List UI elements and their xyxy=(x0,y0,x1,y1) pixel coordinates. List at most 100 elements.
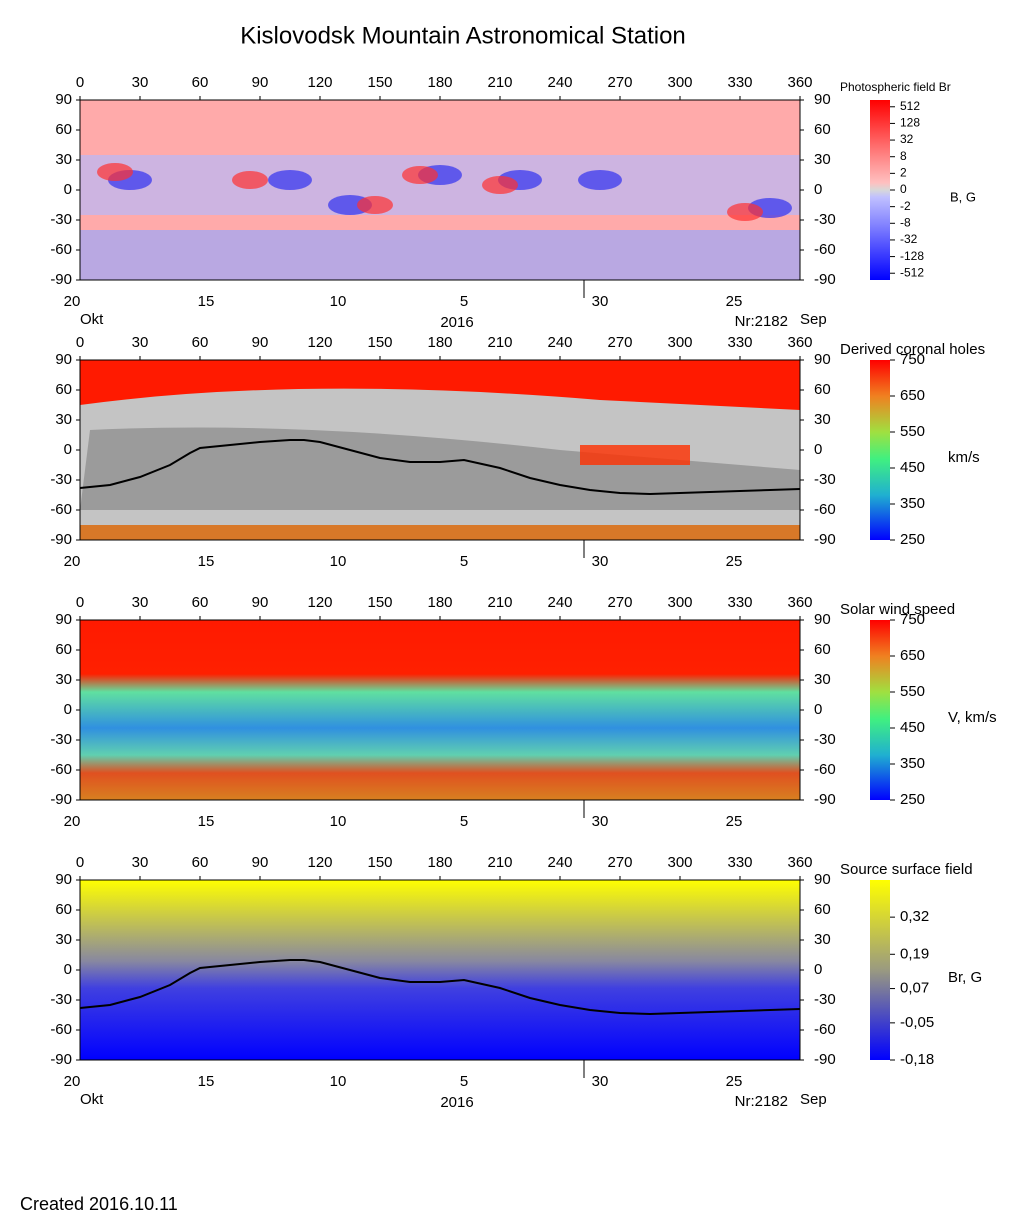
map-image xyxy=(97,163,133,181)
date-label: 15 xyxy=(198,293,215,310)
colorbar-tick-label: -2 xyxy=(900,199,911,213)
y-tick-label: 30 xyxy=(814,151,831,168)
y-tick-label: 60 xyxy=(814,641,831,658)
y-tick-label: 60 xyxy=(55,381,72,398)
y-tick-label: 0 xyxy=(814,441,822,458)
x-tick-label: 150 xyxy=(367,854,392,871)
x-tick-label: 360 xyxy=(787,854,812,871)
map-image xyxy=(80,620,800,800)
y-tick-label: -60 xyxy=(50,761,72,778)
y-tick-label: -30 xyxy=(50,211,72,228)
x-tick-label: 210 xyxy=(487,74,512,91)
y-tick-label: -60 xyxy=(814,761,836,778)
page-title: Kislovodsk Mountain Astronomical Station xyxy=(240,22,686,49)
colorbar-tick-label: 450 xyxy=(900,459,925,476)
x-tick-label: 330 xyxy=(727,854,752,871)
y-tick-label: -90 xyxy=(814,271,836,288)
x-tick-label: 30 xyxy=(132,74,149,91)
x-tick-label: 90 xyxy=(252,334,269,351)
map-image xyxy=(580,445,690,465)
date-label: 20 xyxy=(64,553,81,570)
date-label: 15 xyxy=(198,813,215,830)
colorbar-tick-label: -8 xyxy=(900,215,911,229)
y-tick-label: -90 xyxy=(814,1051,836,1068)
date-label: 30 xyxy=(592,1073,609,1090)
x-tick-label: 90 xyxy=(252,594,269,611)
y-tick-label: -30 xyxy=(814,471,836,488)
x-tick-label: 120 xyxy=(307,74,332,91)
rotation-label: Nr:2182 xyxy=(735,313,788,330)
map-image xyxy=(578,170,622,190)
x-tick-label: 270 xyxy=(607,854,632,871)
colorbar-tick-label: 2 xyxy=(900,166,907,180)
x-tick-label: 120 xyxy=(307,854,332,871)
x-tick-label: 30 xyxy=(132,854,149,871)
y-tick-label: -60 xyxy=(814,501,836,518)
y-tick-label: 60 xyxy=(814,901,831,918)
x-tick-label: 330 xyxy=(727,334,752,351)
colorbar-label: B, G xyxy=(950,189,976,204)
footer: Created 2016.10.11 xyxy=(20,1194,178,1214)
date-label: 5 xyxy=(460,813,468,830)
x-tick-label: 240 xyxy=(547,854,572,871)
colorbar-tick-label: 0,32 xyxy=(900,908,929,925)
month-label: Okt xyxy=(80,1091,104,1108)
colorbar-tick-label: -0,05 xyxy=(900,1014,934,1031)
colorbar-tick-label: 650 xyxy=(900,647,925,664)
y-tick-label: 90 xyxy=(55,871,72,888)
colorbar xyxy=(870,360,890,540)
y-tick-label: 90 xyxy=(814,351,831,368)
colorbar-tick-label: -512 xyxy=(900,265,924,279)
x-tick-label: 0 xyxy=(76,594,84,611)
colorbar-title: Solar wind speed xyxy=(840,601,955,618)
y-tick-label: 60 xyxy=(55,121,72,138)
x-tick-label: 270 xyxy=(607,74,632,91)
x-tick-label: 360 xyxy=(787,594,812,611)
colorbar-tick-label: 750 xyxy=(900,611,925,628)
x-tick-label: 120 xyxy=(307,334,332,351)
x-tick-label: 150 xyxy=(367,594,392,611)
y-tick-label: 0 xyxy=(814,961,822,978)
colorbar-tick-label: 0,07 xyxy=(900,980,929,997)
x-tick-label: 300 xyxy=(667,594,692,611)
y-tick-label: 0 xyxy=(64,961,72,978)
date-label: 10 xyxy=(330,813,347,830)
y-tick-label: 60 xyxy=(814,381,831,398)
colorbar-tick-label: 650 xyxy=(900,387,925,404)
y-tick-label: 60 xyxy=(55,641,72,658)
map-image xyxy=(232,171,268,189)
date-label: 30 xyxy=(592,553,609,570)
colorbar xyxy=(870,620,890,800)
x-tick-label: 60 xyxy=(192,334,209,351)
colorbar-tick-label: -128 xyxy=(900,249,924,263)
y-tick-label: -90 xyxy=(50,791,72,808)
year-label: 2016 xyxy=(440,1094,473,1111)
x-tick-label: 30 xyxy=(132,334,149,351)
colorbar-title: Photospheric field Br xyxy=(840,80,951,94)
y-tick-label: -30 xyxy=(50,731,72,748)
y-tick-label: 90 xyxy=(814,871,831,888)
y-tick-label: 0 xyxy=(64,441,72,458)
y-tick-label: 30 xyxy=(814,931,831,948)
rotation-label: Nr:2182 xyxy=(735,1093,788,1110)
map-image xyxy=(80,427,800,510)
map-image xyxy=(482,176,518,194)
y-tick-label: -90 xyxy=(50,531,72,548)
x-tick-label: 360 xyxy=(787,74,812,91)
y-tick-label: -30 xyxy=(50,991,72,1008)
y-tick-label: 90 xyxy=(814,91,831,108)
colorbar-tick-label: 0,19 xyxy=(900,945,929,962)
x-tick-label: 300 xyxy=(667,74,692,91)
y-tick-label: 0 xyxy=(64,701,72,718)
y-tick-label: -30 xyxy=(50,471,72,488)
colorbar-label: km/s xyxy=(948,449,980,466)
colorbar-tick-label: 32 xyxy=(900,132,914,146)
date-label: 10 xyxy=(330,293,347,310)
colorbar-tick-label: 450 xyxy=(900,719,925,736)
x-tick-label: 300 xyxy=(667,334,692,351)
colorbar-title: Derived coronal holes xyxy=(840,341,985,358)
x-tick-label: 210 xyxy=(487,594,512,611)
date-label: 20 xyxy=(64,293,81,310)
date-label: 15 xyxy=(198,1073,215,1090)
x-tick-label: 60 xyxy=(192,74,209,91)
